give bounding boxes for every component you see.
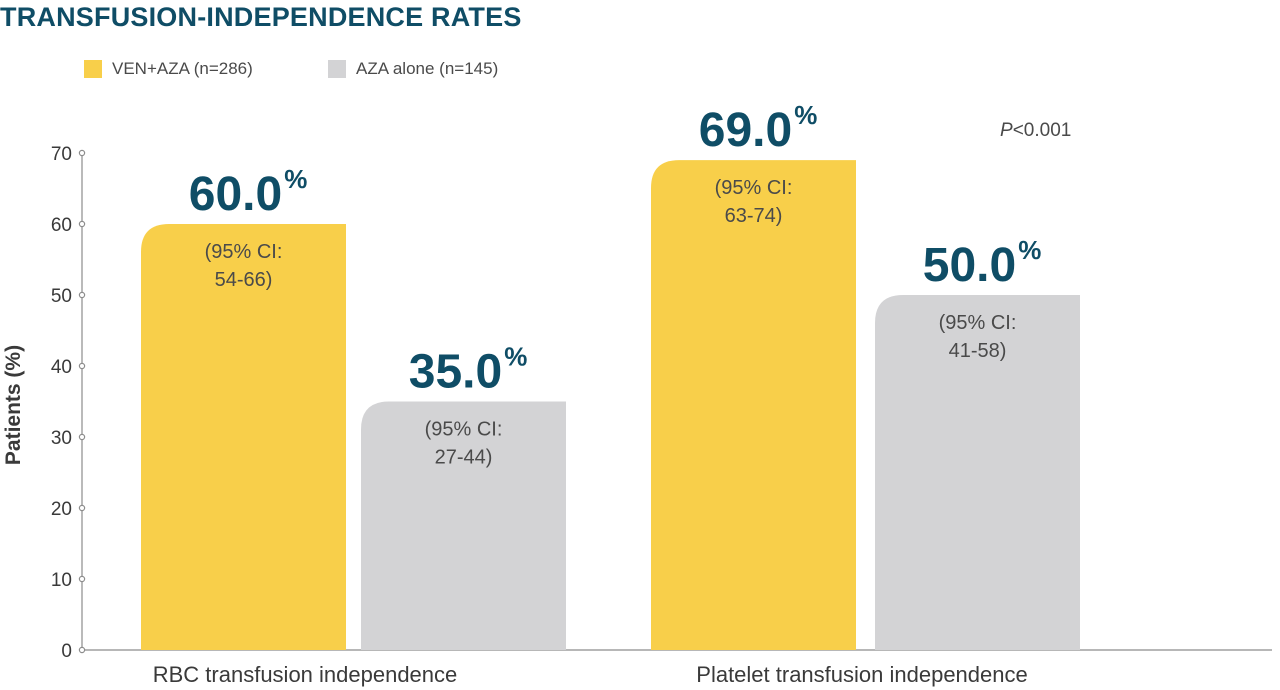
bar-value-label: 35.0 xyxy=(409,346,502,399)
bar-value-percent: % xyxy=(284,164,307,194)
p-value-annotation: P<0.001 xyxy=(1000,120,1071,141)
x-category-label: Platelet transfusion independence xyxy=(696,662,1027,687)
x-category-label: RBC transfusion independence xyxy=(153,662,458,687)
legend-item-ven-aza: VEN+AZA (n=286) xyxy=(84,58,253,80)
y-axis-title: Patients (%) xyxy=(2,345,25,465)
bar-value-label: 69.0 xyxy=(699,104,792,157)
bar-value-label: 60.0 xyxy=(189,168,282,221)
p-value-text: <0.001 xyxy=(1013,120,1072,141)
bar-ci-label: 27-44) xyxy=(435,447,493,469)
bar-ci-label: (95% CI: xyxy=(939,312,1017,334)
y-tick-mark xyxy=(78,149,86,157)
bar xyxy=(651,160,856,650)
y-tick-label: 20 xyxy=(51,499,72,520)
bar-ci-label: (95% CI: xyxy=(715,177,793,199)
legend-item-aza-alone: AZA alone (n=145) xyxy=(328,58,498,80)
bar xyxy=(361,401,566,650)
legend-label-ven-aza: VEN+AZA (n=286) xyxy=(112,59,253,78)
y-tick-label: 70 xyxy=(51,144,72,165)
bar-value-percent: % xyxy=(1018,235,1041,265)
legend-swatch-aza-alone xyxy=(328,60,346,78)
y-tick-mark xyxy=(78,433,86,441)
bar-ci-label: 41-58) xyxy=(949,340,1007,362)
bar-ci-label: 54-66) xyxy=(215,269,273,291)
bar-value-label: 50.0 xyxy=(923,239,1016,292)
bar-value-percent: % xyxy=(794,100,817,130)
y-tick-mark xyxy=(78,646,86,654)
bar-ci-label: (95% CI: xyxy=(425,419,503,441)
y-tick-mark xyxy=(78,575,86,583)
bar-ci-label: 63-74) xyxy=(725,205,783,227)
y-tick-label: 60 xyxy=(51,215,72,236)
bar xyxy=(875,295,1080,650)
y-tick-mark xyxy=(78,504,86,512)
y-tick-label: 10 xyxy=(51,570,72,591)
p-value-p: P xyxy=(1000,120,1013,141)
y-tick-label: 30 xyxy=(51,428,72,449)
bar-ci-label: (95% CI: xyxy=(205,241,283,263)
y-tick-mark xyxy=(78,291,86,299)
y-tick-label: 0 xyxy=(61,641,72,662)
legend-swatch-ven-aza xyxy=(84,60,102,78)
y-tick-label: 50 xyxy=(51,286,72,307)
y-tick-label: 40 xyxy=(51,357,72,378)
chart-title: TRANSFUSION-INDEPENDENCE RATES xyxy=(0,2,522,32)
legend-label-aza-alone: AZA alone (n=145) xyxy=(356,59,499,78)
bar xyxy=(141,224,346,650)
y-tick-mark xyxy=(78,362,86,370)
y-tick-mark xyxy=(78,220,86,228)
bar-value-percent: % xyxy=(504,342,527,372)
